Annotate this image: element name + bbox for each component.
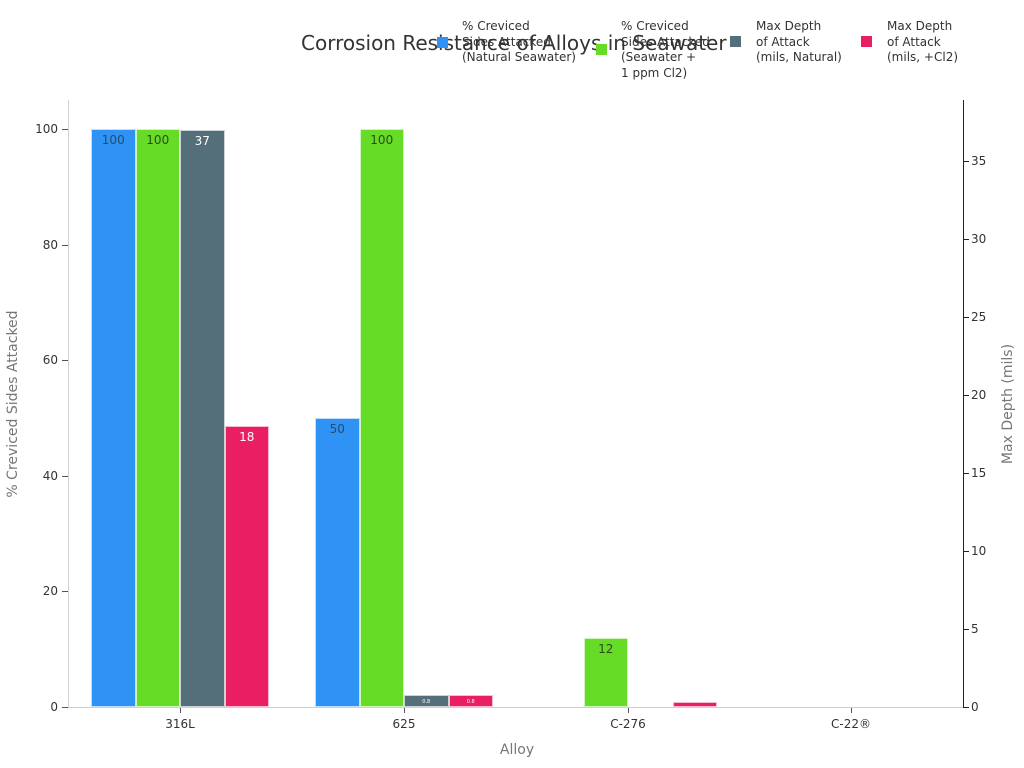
- bar-625-series-1: 50: [315, 417, 360, 707]
- bar-value-label: 50: [329, 421, 345, 436]
- bar-value-label: 18: [239, 430, 255, 445]
- left-y-axis-spine: [68, 100, 69, 708]
- x-tick: [404, 708, 405, 713]
- bar-625-series-4: 0.8: [448, 694, 493, 707]
- right-y-tick: [964, 161, 969, 162]
- chart-title: Corrosion Resistance of Alloys in Seawat…: [301, 31, 727, 55]
- x-tick: [628, 708, 629, 713]
- bar-value-label: 100: [146, 132, 170, 147]
- left-y-tick-label: 100: [35, 121, 58, 136]
- right-y-tick: [964, 317, 969, 318]
- legend-label: % Creviced Sides Attacked (Natural Seawa…: [462, 19, 576, 64]
- x-axis-label: Alloy: [499, 742, 535, 758]
- bar-625-series-2: 100: [359, 128, 404, 707]
- right-y-tick-label: 0: [971, 700, 979, 714]
- right-y-tick: [964, 629, 969, 630]
- bar-value-label: 0.8: [466, 698, 475, 705]
- legend-swatch: [437, 37, 448, 48]
- right-y-tick-label: 35: [971, 153, 987, 168]
- left-y-tick: [62, 360, 68, 361]
- bar-316l-series-4: 18: [224, 426, 269, 707]
- left-y-tick: [62, 245, 68, 246]
- x-tick: [180, 708, 181, 713]
- legend-swatch: [596, 44, 607, 55]
- right-y-tick: [964, 395, 969, 396]
- x-tick-label: 625: [392, 717, 416, 731]
- bar-316l-series-3: 37: [180, 129, 225, 707]
- bar-value-label: 37: [194, 133, 210, 148]
- left-y-axis-label: % Creviced Sides Attacked: [5, 310, 21, 498]
- left-y-tick: [62, 707, 68, 708]
- right-y-tick-label: 20: [971, 387, 987, 402]
- left-y-tick-label: 0: [50, 700, 58, 714]
- x-tick-label: C-276: [610, 717, 646, 731]
- bar-316l-series-1: 100: [91, 128, 136, 707]
- right-y-tick: [964, 551, 969, 552]
- bar-c276-series-4: [672, 702, 717, 707]
- bar-625-series-3: 0.8: [404, 694, 449, 707]
- bar-value-label: 100: [101, 132, 125, 147]
- legend-swatch: [861, 36, 872, 47]
- left-y-tick: [62, 129, 68, 130]
- bar-value-label: 0.8: [422, 698, 431, 705]
- right-y-tick-label: 10: [971, 543, 987, 558]
- left-y-tick: [62, 591, 68, 592]
- right-y-axis-label: Max Depth (mils): [1000, 343, 1016, 465]
- left-y-tick-label: 40: [42, 468, 58, 483]
- x-tick: [851, 708, 852, 713]
- left-y-tick: [62, 476, 68, 477]
- right-y-tick: [964, 473, 969, 474]
- left-y-tick-label: 80: [42, 237, 58, 252]
- x-axis-spine: [68, 707, 963, 708]
- right-y-axis-spine: [963, 100, 964, 708]
- left-y-tick-label: 60: [42, 353, 58, 368]
- bar-value-label: 12: [598, 641, 614, 656]
- x-tick-label: 316L: [165, 717, 195, 731]
- legend-label: % Creviced Sides Attacked (Seawater + 1 …: [621, 19, 710, 80]
- legend-label: Max Depth of Attack (mils, +Cl2): [887, 19, 959, 64]
- right-y-tick-label: 25: [971, 309, 987, 324]
- right-y-tick-label: 15: [971, 465, 987, 480]
- right-y-tick-label: 30: [971, 231, 987, 246]
- legend-label: Max Depth of Attack (mils, Natural): [756, 19, 842, 64]
- left-y-tick-label: 20: [42, 584, 58, 599]
- bar-value-label: 100: [370, 132, 394, 147]
- right-y-tick: [964, 707, 969, 708]
- x-tick-label: C-22®: [831, 717, 871, 731]
- right-y-tick-label: 5: [971, 621, 979, 636]
- right-y-tick: [964, 239, 969, 240]
- bar-316l-series-2: 100: [135, 128, 180, 707]
- bar-c276-series-2: 12: [583, 637, 628, 707]
- legend-swatch: [730, 36, 741, 47]
